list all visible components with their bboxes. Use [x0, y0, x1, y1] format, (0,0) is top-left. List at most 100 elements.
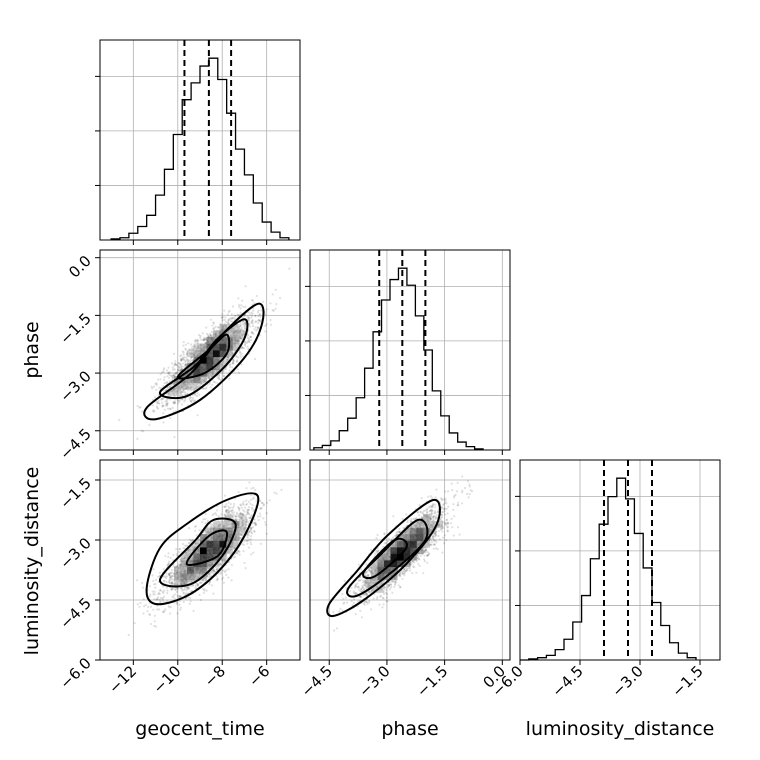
- sample-point: [208, 582, 211, 586]
- sample-point: [253, 358, 257, 361]
- sample-point: [184, 359, 187, 362]
- sample-point: [239, 311, 242, 314]
- sample-point: [239, 325, 242, 328]
- sample-point: [240, 338, 243, 341]
- sample-point: [235, 551, 238, 555]
- sample-point: [171, 376, 175, 379]
- sample-point: [203, 336, 206, 339]
- sample-point: [258, 313, 262, 316]
- sample-point: [250, 528, 253, 531]
- sample-point: [184, 398, 187, 402]
- sample-point: [227, 568, 230, 571]
- sample-point: [178, 603, 181, 606]
- sample-point: [196, 584, 199, 587]
- sample-point: [166, 564, 169, 567]
- sample-point: [242, 305, 245, 308]
- sample-point: [204, 338, 207, 341]
- sample-point: [249, 338, 252, 342]
- sample-point: [231, 316, 234, 319]
- density-cell: [219, 363, 227, 371]
- density-cell: [193, 343, 201, 351]
- sample-point: [150, 385, 153, 388]
- sample-point: [195, 534, 198, 537]
- sample-point: [171, 362, 174, 365]
- sample-point: [170, 384, 173, 387]
- sample-point: [142, 612, 145, 615]
- sample-point: [234, 355, 238, 358]
- sample-point: [237, 550, 240, 553]
- sample-point: [230, 564, 233, 567]
- sample-point: [169, 582, 172, 585]
- sample-point: [165, 369, 169, 372]
- sample-point: [170, 581, 173, 584]
- sample-point: [250, 543, 253, 546]
- sample-point: [239, 536, 242, 540]
- sample-point: [185, 544, 188, 547]
- sample-point: [153, 624, 156, 628]
- sample-point: [179, 587, 183, 590]
- sample-point: [204, 528, 207, 532]
- sample-point: [239, 354, 242, 357]
- sample-point: [136, 437, 139, 440]
- sample-point: [168, 385, 172, 388]
- sample-point: [223, 318, 226, 321]
- sample-point: [170, 588, 173, 591]
- sample-point: [204, 531, 207, 535]
- sample-point: [153, 410, 156, 413]
- sample-point: [218, 376, 221, 379]
- sample-point: [227, 310, 230, 313]
- sample-point: [181, 589, 184, 592]
- sample-point: [247, 340, 250, 343]
- sample-point: [208, 576, 211, 579]
- sample-point: [180, 365, 183, 368]
- histogram-bars: [313, 267, 484, 450]
- sample-point: [249, 517, 252, 520]
- sample-point: [161, 590, 164, 593]
- sample-point: [203, 588, 206, 591]
- sample-point: [209, 318, 212, 321]
- sample-point: [158, 386, 161, 389]
- sample-point: [243, 343, 247, 346]
- sample-point: [241, 316, 244, 319]
- sample-point: [239, 351, 242, 355]
- sample-point: [151, 387, 154, 390]
- sample-point: [251, 331, 254, 334]
- sample-point: [164, 554, 167, 558]
- sample-point: [195, 525, 198, 528]
- sample-point: [269, 302, 272, 305]
- sample-point: [211, 584, 214, 587]
- sample-point: [187, 596, 190, 599]
- sample-point: [245, 513, 248, 516]
- sample-point: [162, 600, 165, 603]
- sample-point: [157, 593, 160, 596]
- sample-point: [182, 546, 185, 550]
- sample-point: [164, 575, 167, 578]
- sample-point: [185, 589, 188, 592]
- sample-point: [165, 381, 168, 384]
- sample-point: [196, 341, 199, 344]
- sample-point: [252, 309, 255, 312]
- sample-point: [118, 418, 121, 422]
- sample-point: [171, 575, 174, 578]
- sample-point: [148, 613, 152, 617]
- sample-point: [171, 582, 174, 585]
- sample-point: [244, 341, 247, 344]
- sample-point: [173, 364, 176, 367]
- sample-point: [167, 572, 170, 576]
- sample-point: [151, 574, 154, 577]
- sample-point: [243, 347, 246, 350]
- sample-point: [189, 600, 192, 603]
- sample-point: [176, 594, 179, 597]
- sample-point: [240, 504, 243, 507]
- sample-point: [246, 519, 249, 522]
- sample-point: [239, 512, 242, 515]
- sample-point: [230, 313, 233, 316]
- sample-point: [231, 511, 234, 514]
- sample-point: [168, 385, 171, 389]
- sample-point: [211, 525, 214, 528]
- sample-point: [209, 525, 212, 528]
- sample-point: [257, 326, 260, 329]
- sample-point: [249, 515, 252, 518]
- sample-point: [257, 322, 260, 325]
